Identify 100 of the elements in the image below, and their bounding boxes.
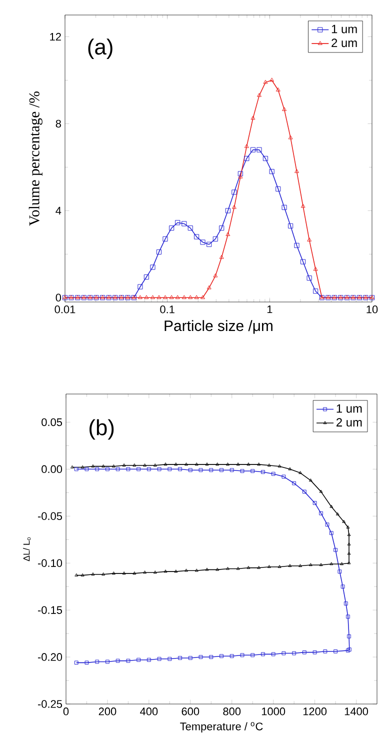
point <box>306 276 312 281</box>
point <box>153 570 157 574</box>
point <box>282 204 287 210</box>
point <box>288 135 293 140</box>
point <box>226 566 230 570</box>
x-tick-label: 200 <box>98 708 116 716</box>
point <box>150 264 156 270</box>
point <box>278 464 282 468</box>
point <box>319 563 323 566</box>
point <box>262 156 268 162</box>
point <box>340 562 344 566</box>
point <box>347 552 351 555</box>
point <box>300 259 306 264</box>
point <box>313 288 318 294</box>
point <box>206 285 212 290</box>
point <box>236 566 240 570</box>
point <box>188 226 193 231</box>
point <box>150 295 155 300</box>
point <box>174 570 178 573</box>
point <box>200 240 206 245</box>
point <box>300 204 306 208</box>
x-tick-label: 1400 <box>344 708 368 716</box>
y-tick-label: 0 <box>56 294 62 302</box>
point <box>122 571 126 575</box>
point <box>182 221 187 226</box>
point <box>330 562 334 566</box>
point <box>298 564 302 568</box>
x-tick-label: 1 <box>267 306 272 314</box>
point <box>294 242 300 248</box>
y-tick-label: -0.15 <box>38 606 62 614</box>
point <box>163 295 168 300</box>
point <box>122 463 126 466</box>
point <box>244 144 249 148</box>
point <box>164 570 168 573</box>
point <box>313 266 318 271</box>
point <box>319 490 323 493</box>
x-tick-label: 0.01 <box>54 306 76 314</box>
point <box>200 295 206 300</box>
x-tick-label: 400 <box>140 708 158 716</box>
point <box>347 561 351 564</box>
y-axis-title: ΔL/ L$_{o}$ <box>23 537 31 562</box>
point <box>225 208 230 214</box>
point <box>250 147 256 152</box>
point <box>278 564 282 568</box>
point <box>132 463 136 466</box>
point <box>288 467 292 470</box>
point <box>112 571 116 575</box>
point <box>144 274 149 280</box>
legend-label: 1 um <box>336 404 362 413</box>
point <box>194 462 198 466</box>
point <box>219 254 224 259</box>
point <box>156 295 162 300</box>
point <box>276 87 280 92</box>
y-tick-label: 0.05 <box>42 418 62 426</box>
point <box>232 190 237 195</box>
y-tick-label: -0.20 <box>38 653 62 661</box>
point <box>169 295 174 300</box>
point <box>257 566 261 569</box>
legend-label: 1 um <box>332 24 357 34</box>
y-tick-label: 12 <box>50 32 61 41</box>
point <box>216 462 220 466</box>
point <box>267 463 271 466</box>
point <box>256 147 262 152</box>
x-tick-label: 1200 <box>303 708 327 716</box>
x-tick-label: 800 <box>223 708 241 716</box>
x-tick-label: 1000 <box>262 708 286 716</box>
point <box>144 295 149 300</box>
point <box>138 284 143 290</box>
point <box>308 478 312 482</box>
y-tick-label: 0.00 <box>42 465 62 474</box>
point <box>226 462 230 466</box>
point <box>212 236 218 242</box>
point <box>263 80 268 84</box>
x-tick-label: 0.1 <box>160 306 174 314</box>
y-tick-label: -0.10 <box>38 559 62 567</box>
point <box>347 532 351 536</box>
point <box>138 295 142 300</box>
point <box>156 249 162 255</box>
point <box>184 568 188 572</box>
point <box>175 295 180 300</box>
point <box>169 226 174 231</box>
point <box>238 171 243 176</box>
point <box>194 295 199 300</box>
point <box>80 465 84 468</box>
point <box>298 470 302 474</box>
point <box>347 542 351 546</box>
x-axis-title: Particle size /μm <box>164 320 272 334</box>
point <box>257 462 261 466</box>
point <box>112 464 116 468</box>
point <box>164 462 168 466</box>
x-axis-title: Temperature / $^{o}$C <box>180 722 263 732</box>
point <box>232 204 236 209</box>
point <box>282 107 287 111</box>
point <box>236 462 240 466</box>
annotation: (b) <box>90 419 114 440</box>
point <box>269 168 274 174</box>
point <box>226 232 230 236</box>
point <box>143 463 147 466</box>
point <box>294 168 299 173</box>
x-tick-label: 10 <box>366 306 378 314</box>
